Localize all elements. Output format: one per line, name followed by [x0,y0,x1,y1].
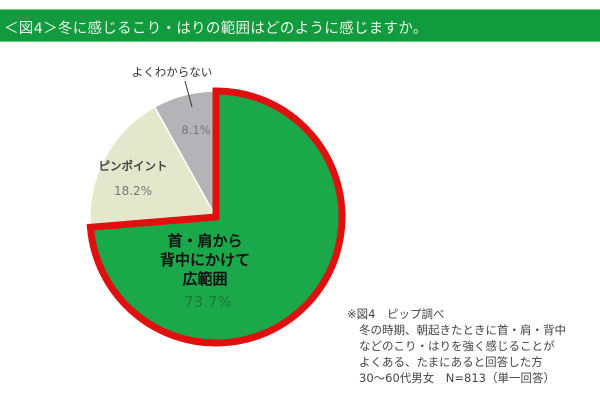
slice-label: よくわからない [132,65,213,79]
note-line: よくある、たまにあると回答した方 [359,355,543,369]
slice-label: ピンポイント [99,159,168,173]
title-banner: ＜図4＞冬に感じるこり・はりの範囲はどのように感じますか。 [0,9,600,42]
chart-title: ＜図4＞冬に感じるこり・はりの範囲はどのように感じますか。 [4,21,428,37]
pie-slice [89,105,218,229]
slice-value: 8.1% [181,123,210,137]
note-line: 冬の時期、朝起きたときに首・肩・背中 [359,323,566,337]
slice-label: 広範囲 [182,270,227,288]
note-line: 30〜60代男女 N=813（単一回答） [359,371,555,385]
note-line: などのこり・はりを強く感じることが [359,339,555,353]
slice-label: 首・肩から [167,232,242,250]
pie-slice [86,87,346,347]
survey-note: ※図4 ピップ調べ 冬の時期、朝起きたときに首・肩・背中 などのこり・はりを強く… [347,306,566,386]
note-line: ※図4 ピップ調べ [347,307,445,321]
slice-value: 73.7% [184,293,232,311]
leader-line [184,80,193,108]
slice-value: 18.2% [114,184,152,198]
slice-label: 背中にかけて [160,251,250,269]
